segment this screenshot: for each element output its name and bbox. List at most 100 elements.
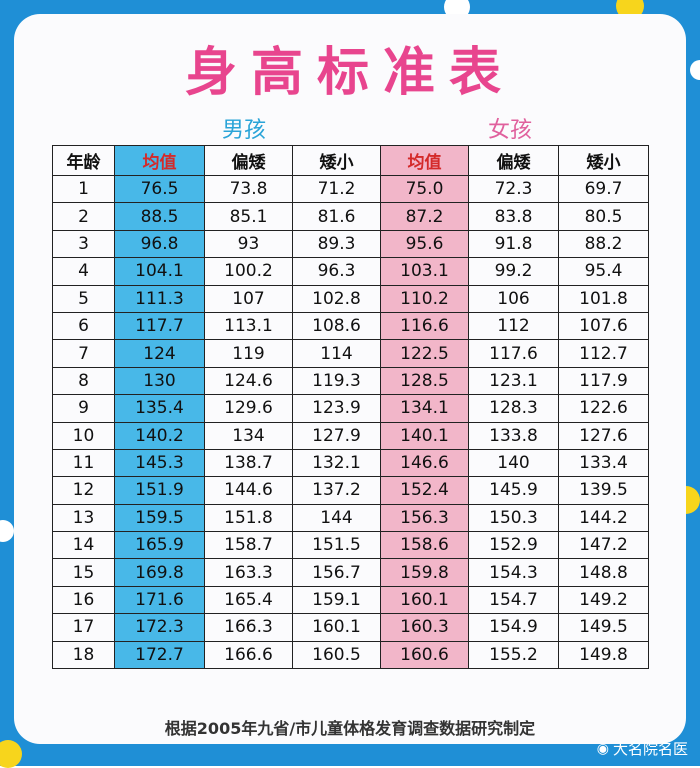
- cell-boy-very-short: 159.1: [292, 585, 381, 615]
- cell-boy-short: 119: [204, 339, 293, 368]
- header-boy-very-short: 矮小: [292, 145, 381, 176]
- cell-age: 17: [52, 613, 115, 642]
- cell-girl-very-short: 127.6: [558, 421, 649, 450]
- decor-dot: [690, 60, 700, 80]
- cell-girl-short: 150.3: [468, 503, 559, 533]
- girl-group-label: 女孩: [488, 118, 533, 143]
- cell-boy-very-short: 123.9: [292, 394, 381, 423]
- cell-girl-short: 154.7: [468, 585, 559, 615]
- cell-boy-short: 113.1: [204, 311, 293, 341]
- cell-boy-mean: 124: [114, 339, 205, 368]
- cell-boy-very-short: 127.9: [292, 421, 381, 450]
- table-row: 3 96.8 93 89.3 95.6 91.8 88.2: [52, 229, 649, 259]
- cell-boy-short: 144.6: [204, 476, 293, 505]
- cell-boy-mean: 117.7: [114, 311, 205, 341]
- cell-girl-short: 133.8: [468, 421, 559, 450]
- cell-boy-mean: 135.4: [114, 394, 205, 423]
- boy-group-label: 男孩: [222, 118, 267, 143]
- cell-girl-short: 106: [468, 284, 559, 313]
- cell-girl-short: 123.1: [468, 366, 559, 396]
- header-boy-mean: 均值: [114, 145, 205, 176]
- cell-girl-short: 145.9: [468, 476, 559, 505]
- cell-girl-very-short: 147.2: [558, 531, 649, 560]
- cell-age: 18: [52, 640, 115, 670]
- cell-boy-very-short: 89.3: [292, 229, 381, 259]
- cell-girl-very-short: 101.8: [558, 284, 649, 313]
- cell-boy-very-short: 102.8: [292, 284, 381, 313]
- footer-note: 根据2005年九省/市儿童体格发育调查数据研究制定: [164, 719, 536, 738]
- cell-boy-short: 107: [204, 284, 293, 313]
- cell-girl-mean: 122.5: [380, 339, 469, 368]
- cell-girl-short: 72.3: [468, 174, 559, 204]
- cell-girl-mean: 103.1: [380, 257, 469, 286]
- cell-girl-short: 112: [468, 311, 559, 341]
- cell-boy-short: 166.6: [204, 640, 293, 670]
- cell-boy-short: 151.8: [204, 503, 293, 533]
- table-row: 2 88.5 85.1 81.6 87.2 83.8 80.5: [52, 202, 649, 231]
- cell-age: 12: [52, 476, 115, 505]
- cell-boy-very-short: 96.3: [292, 257, 381, 286]
- cell-age: 4: [52, 257, 115, 286]
- cell-age: 13: [52, 503, 115, 533]
- table-row: 13 159.5 151.8 144 156.3 150.3 144.2: [52, 503, 649, 533]
- cell-girl-mean: 140.1: [380, 421, 469, 450]
- cell-boy-mean: 169.8: [114, 558, 205, 587]
- table-row: 6 117.7 113.1 108.6 116.6 112 107.6: [52, 311, 649, 341]
- cell-girl-short: 91.8: [468, 229, 559, 259]
- cell-boy-mean: 159.5: [114, 503, 205, 533]
- cell-girl-very-short: 148.8: [558, 558, 649, 587]
- cell-girl-short: 128.3: [468, 394, 559, 423]
- cell-girl-very-short: 144.2: [558, 503, 649, 533]
- cell-girl-very-short: 149.8: [558, 640, 649, 670]
- cell-boy-short: 158.7: [204, 531, 293, 560]
- cell-age: 15: [52, 558, 115, 587]
- cell-boy-mean: 172.3: [114, 613, 205, 642]
- page-title: 身高标准表: [184, 43, 515, 103]
- header-age: 年龄: [52, 145, 115, 176]
- cell-girl-very-short: 112.7: [558, 339, 649, 368]
- cell-girl-mean: 152.4: [380, 476, 469, 505]
- cell-boy-short: 124.6: [204, 366, 293, 396]
- header-girl-mean: 均值: [380, 145, 469, 176]
- cell-boy-mean: 171.6: [114, 585, 205, 615]
- cell-boy-very-short: 151.5: [292, 531, 381, 560]
- cell-girl-short: 154.9: [468, 613, 559, 642]
- cell-girl-mean: 158.6: [380, 531, 469, 560]
- cell-age: 5: [52, 284, 115, 313]
- table-row: 14 165.9 158.7 151.5 158.6 152.9 147.2: [52, 531, 649, 560]
- cell-boy-very-short: 156.7: [292, 558, 381, 587]
- cell-boy-mean: 88.5: [114, 202, 205, 231]
- cell-boy-mean: 130: [114, 366, 205, 396]
- cell-boy-mean: 151.9: [114, 476, 205, 505]
- table-header-row: 年龄 均值 偏矮 矮小 均值 偏矮 矮小: [52, 145, 649, 176]
- cell-boy-mean: 76.5: [114, 174, 205, 204]
- cell-boy-short: 73.8: [204, 174, 293, 204]
- cell-girl-very-short: 122.6: [558, 394, 649, 423]
- cell-boy-short: 163.3: [204, 558, 293, 587]
- cell-girl-short: 152.9: [468, 531, 559, 560]
- cell-boy-very-short: 160.5: [292, 640, 381, 670]
- cell-age: 1: [52, 174, 115, 204]
- cell-boy-very-short: 160.1: [292, 613, 381, 642]
- cell-girl-very-short: 80.5: [558, 202, 649, 231]
- table-row: 4 104.1 100.2 96.3 103.1 99.2 95.4: [52, 257, 649, 286]
- cell-girl-very-short: 133.4: [558, 448, 649, 478]
- cell-girl-mean: 159.8: [380, 558, 469, 587]
- cell-boy-short: 165.4: [204, 585, 293, 615]
- cell-boy-mean: 172.7: [114, 640, 205, 670]
- cell-girl-very-short: 149.5: [558, 613, 649, 642]
- cell-girl-very-short: 95.4: [558, 257, 649, 286]
- cell-age: 10: [52, 421, 115, 450]
- cell-boy-very-short: 108.6: [292, 311, 381, 341]
- cell-girl-short: 140: [468, 448, 559, 478]
- cell-boy-short: 93: [204, 229, 293, 259]
- table-row: 17 172.3 166.3 160.1 160.3 154.9 149.5: [52, 613, 649, 642]
- watermark-text: 大名院名医: [612, 740, 688, 758]
- header-girl-short: 偏矮: [468, 145, 559, 176]
- cell-girl-mean: 75.0: [380, 174, 469, 204]
- cell-boy-mean: 104.1: [114, 257, 205, 286]
- cell-girl-very-short: 107.6: [558, 311, 649, 341]
- cell-boy-very-short: 144: [292, 503, 381, 533]
- cell-girl-mean: 95.6: [380, 229, 469, 259]
- table-row: 15 169.8 163.3 156.7 159.8 154.3 148.8: [52, 558, 649, 587]
